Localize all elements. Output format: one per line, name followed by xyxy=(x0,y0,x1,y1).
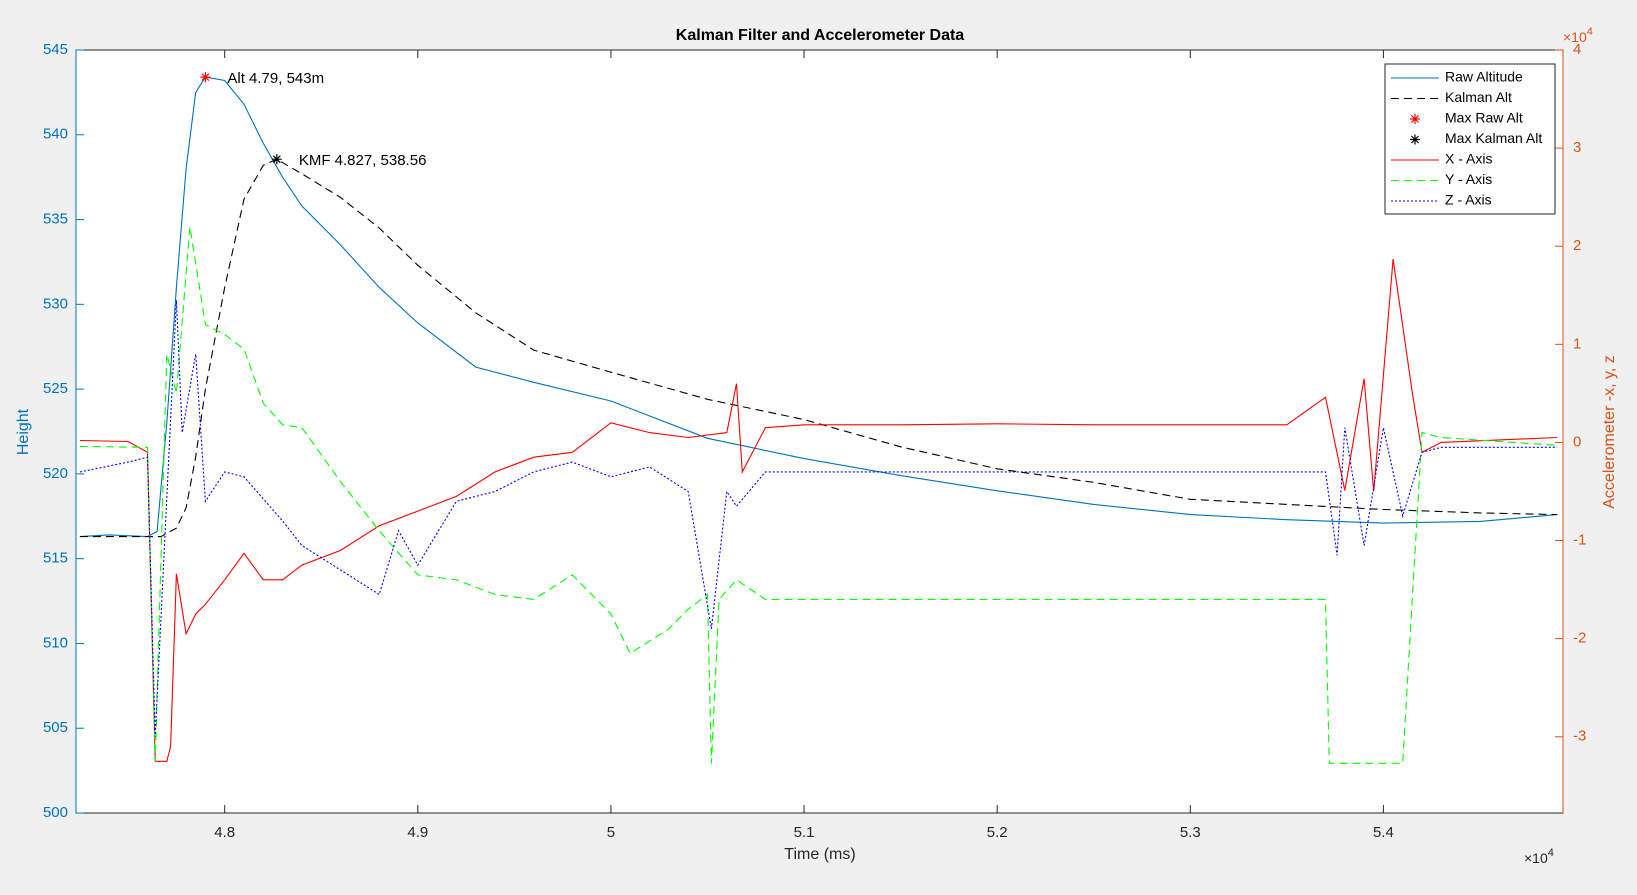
y2-tick-label: -1 xyxy=(1573,532,1586,549)
y2-tick-label: -3 xyxy=(1573,728,1586,745)
y-tick-label: 515 xyxy=(43,550,68,567)
y-tick-label: 545 xyxy=(43,41,68,58)
series-line xyxy=(79,226,1558,764)
x-scale-exponent: 4 xyxy=(1548,847,1554,859)
series-line xyxy=(79,158,1558,538)
y-tick-label: 505 xyxy=(43,719,68,736)
marker xyxy=(200,72,211,83)
y-tick-label: 520 xyxy=(43,465,68,482)
legend-label: Y - Axis xyxy=(1445,171,1492,187)
y-tick-label: 500 xyxy=(43,804,68,821)
x-tick-label: 4.8 xyxy=(214,824,235,841)
x-tick-label: 5.1 xyxy=(794,824,815,841)
y-axis-label: Height xyxy=(15,408,32,455)
legend-label: Z - Axis xyxy=(1445,192,1492,208)
series-line xyxy=(79,76,1558,538)
y-tick-label: 530 xyxy=(43,295,68,312)
x-scale-label: ×104 xyxy=(1524,847,1554,866)
legend-marker xyxy=(1410,114,1420,124)
y2-axis-label: Accelerometer -x, y, z xyxy=(1601,355,1618,509)
y2-tick-label: 1 xyxy=(1573,335,1581,352)
y2-scale-exponent: 4 xyxy=(1587,26,1593,38)
y2-scale-base: ×10 xyxy=(1563,29,1587,45)
legend-label: X - Axis xyxy=(1445,151,1492,167)
x-tick-label: 5.2 xyxy=(987,824,1008,841)
y2-tick-label: 2 xyxy=(1573,237,1581,254)
annotation: Alt 4.79, 543m xyxy=(227,70,324,87)
chart-title: Kalman Filter and Accelerometer Data xyxy=(676,27,965,44)
y2-tick-label: -2 xyxy=(1573,630,1586,647)
y-tick-label: 510 xyxy=(43,634,68,651)
y2-tick-label: 3 xyxy=(1573,139,1581,156)
y-tick-label: 540 xyxy=(43,126,68,143)
annotation: KMF 4.827, 538.56 xyxy=(299,152,427,169)
plot-area xyxy=(75,49,1564,814)
y-tick-label: 525 xyxy=(43,380,68,397)
legend-marker xyxy=(1410,134,1420,145)
x-axis-label: Time (ms) xyxy=(784,846,855,863)
marker xyxy=(271,154,282,165)
x-tick-label: 5 xyxy=(607,824,615,841)
legend-label: Raw Altitude xyxy=(1445,69,1523,85)
x-tick-label: 4.9 xyxy=(407,824,428,841)
x-tick-label: 5.4 xyxy=(1373,824,1394,841)
y2-tick-label: 0 xyxy=(1573,433,1581,450)
legend: Raw Altitude Kalman Alt Max Raw Alt Max Kal… xyxy=(1384,63,1556,215)
legend-label: Kalman Alt xyxy=(1445,89,1512,105)
x-tick-label: 5.3 xyxy=(1180,824,1201,841)
series-line xyxy=(79,300,1558,737)
legend-label: Max Raw Alt xyxy=(1445,110,1523,126)
legend-label: Max Kalman Alt xyxy=(1445,130,1542,146)
y-tick-label: 535 xyxy=(43,211,68,228)
y2-tick-label: 4 xyxy=(1573,41,1581,58)
y2-scale-label: ×104 xyxy=(1563,26,1593,45)
x-scale-base: ×10 xyxy=(1524,850,1548,866)
